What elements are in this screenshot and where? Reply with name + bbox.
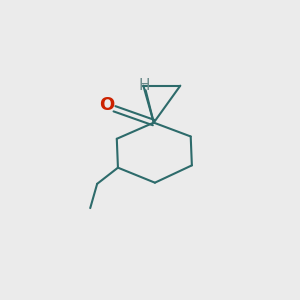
Text: O: O — [99, 96, 114, 114]
Text: H: H — [139, 78, 150, 93]
